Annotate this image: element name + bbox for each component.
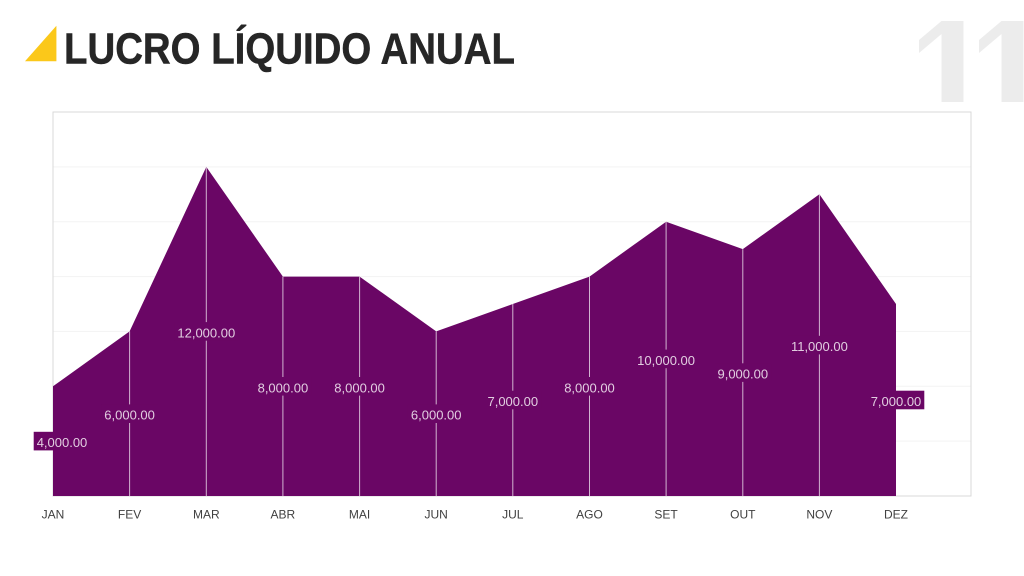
svg-text:OUT: OUT <box>730 508 756 522</box>
svg-text:10,000.00: 10,000.00 <box>637 353 695 368</box>
svg-text:NOV: NOV <box>806 508 832 522</box>
svg-text:DEZ: DEZ <box>884 508 908 522</box>
svg-text:12,000.00: 12,000.00 <box>177 325 235 340</box>
svg-text:FEV: FEV <box>118 508 141 522</box>
svg-text:MAR: MAR <box>193 508 220 522</box>
svg-text:AGO: AGO <box>576 508 603 522</box>
svg-text:7,000.00: 7,000.00 <box>487 394 538 409</box>
svg-text:9,000.00: 9,000.00 <box>717 367 768 382</box>
svg-text:8,000.00: 8,000.00 <box>334 380 385 395</box>
svg-text:ABR: ABR <box>271 508 296 522</box>
svg-text:SET: SET <box>654 508 678 522</box>
svg-text:JUN: JUN <box>425 508 448 522</box>
svg-text:4,000.00: 4,000.00 <box>37 435 88 450</box>
svg-text:6,000.00: 6,000.00 <box>411 408 462 423</box>
svg-text:MAI: MAI <box>349 508 370 522</box>
svg-text:LUCRO LÍQUIDO ANUAL: LUCRO LÍQUIDO ANUAL <box>64 24 515 73</box>
svg-text:7,000.00: 7,000.00 <box>871 394 922 409</box>
svg-text:11,000.00: 11,000.00 <box>791 339 848 354</box>
svg-text:JUL: JUL <box>502 508 524 522</box>
svg-text:8,000.00: 8,000.00 <box>564 380 615 395</box>
svg-text:6,000.00: 6,000.00 <box>104 408 155 423</box>
svg-text:JAN: JAN <box>42 508 65 522</box>
svg-text:8,000.00: 8,000.00 <box>258 380 309 395</box>
